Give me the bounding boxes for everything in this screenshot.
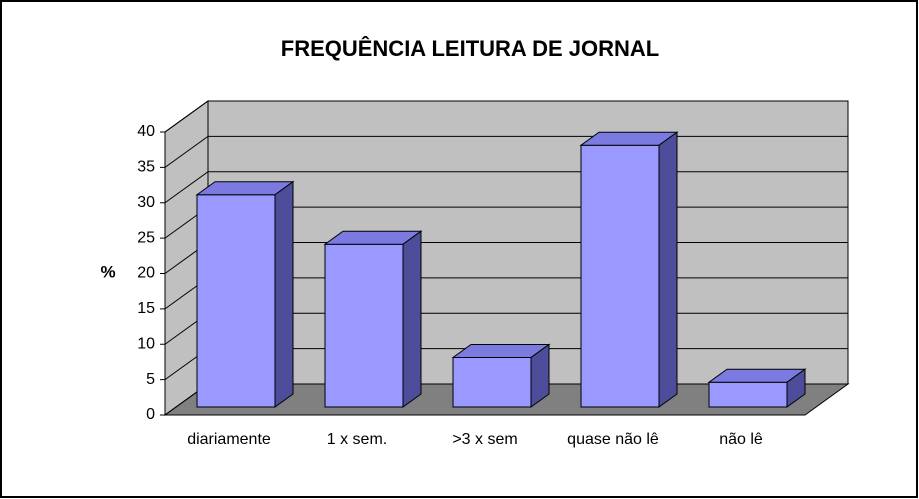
bar-side [658,131,678,408]
chart-title: FREQUÊNCIA LEITURA DE JORNAL [281,36,660,61]
y-tick-label: 5 [146,371,155,388]
bar-front [580,144,660,408]
bar [195,180,295,408]
y-tick-label: 15 [137,300,155,317]
x-tick-label: quase não lê [567,431,659,448]
bar [451,343,551,408]
bar-front [324,243,404,408]
grid-line [164,100,848,133]
y-tick-label: 40 [137,123,155,140]
bar [323,230,423,408]
bar-front [452,356,532,408]
bar-front [196,194,276,408]
y-tick-label: 25 [137,229,155,246]
bar-side [530,343,550,408]
bar [707,368,807,408]
bar-side [786,368,806,408]
bar [579,131,679,408]
x-tick-label: não lê [719,431,763,448]
x-tick-label: 1 x sem. [326,431,388,448]
bar-front [708,381,788,408]
x-tick-label: diariamente [187,431,271,448]
bar-side [274,180,294,408]
x-tick-label: >3 x sem [452,431,518,448]
y-tick-label: 0 [146,406,155,423]
y-tick-label: 10 [137,335,155,352]
y-tick-label: 35 [137,159,155,176]
y-axis-label: % [100,262,115,281]
y-tick-label: 30 [137,194,155,211]
y-tick-label: 20 [137,265,155,282]
bar-side [402,230,422,408]
